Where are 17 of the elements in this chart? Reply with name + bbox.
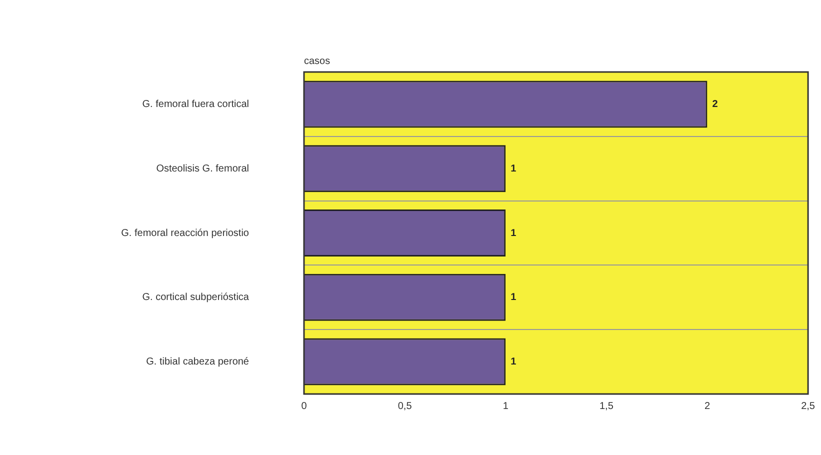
y-tick-label: G. cortical subperióstica	[142, 292, 250, 304]
data-label: 1	[510, 292, 517, 304]
x-tick-label: 1,5	[599, 400, 614, 412]
x-tick-label: 2,5	[801, 400, 816, 412]
data-label: 1	[510, 228, 517, 239]
y-tick-label: G. femoral reacción periostio	[121, 228, 250, 239]
x-tick-label: 2	[704, 400, 710, 412]
x-tick-label: 0	[301, 400, 308, 412]
x-tick-label: 1	[502, 400, 509, 412]
x-tick-label: 0,5	[398, 400, 412, 412]
y-tick-label: G. femoral fuera cortical	[142, 98, 249, 110]
y-tick-label: Osteolisis G. femoral	[156, 163, 249, 174]
y-tick-label: G. tibial cabeza peroné	[146, 356, 250, 368]
x-axis-title: casos	[304, 56, 330, 67]
data-label: 2	[712, 98, 718, 110]
data-label: 1	[510, 163, 517, 174]
data-label: 1	[510, 356, 517, 368]
